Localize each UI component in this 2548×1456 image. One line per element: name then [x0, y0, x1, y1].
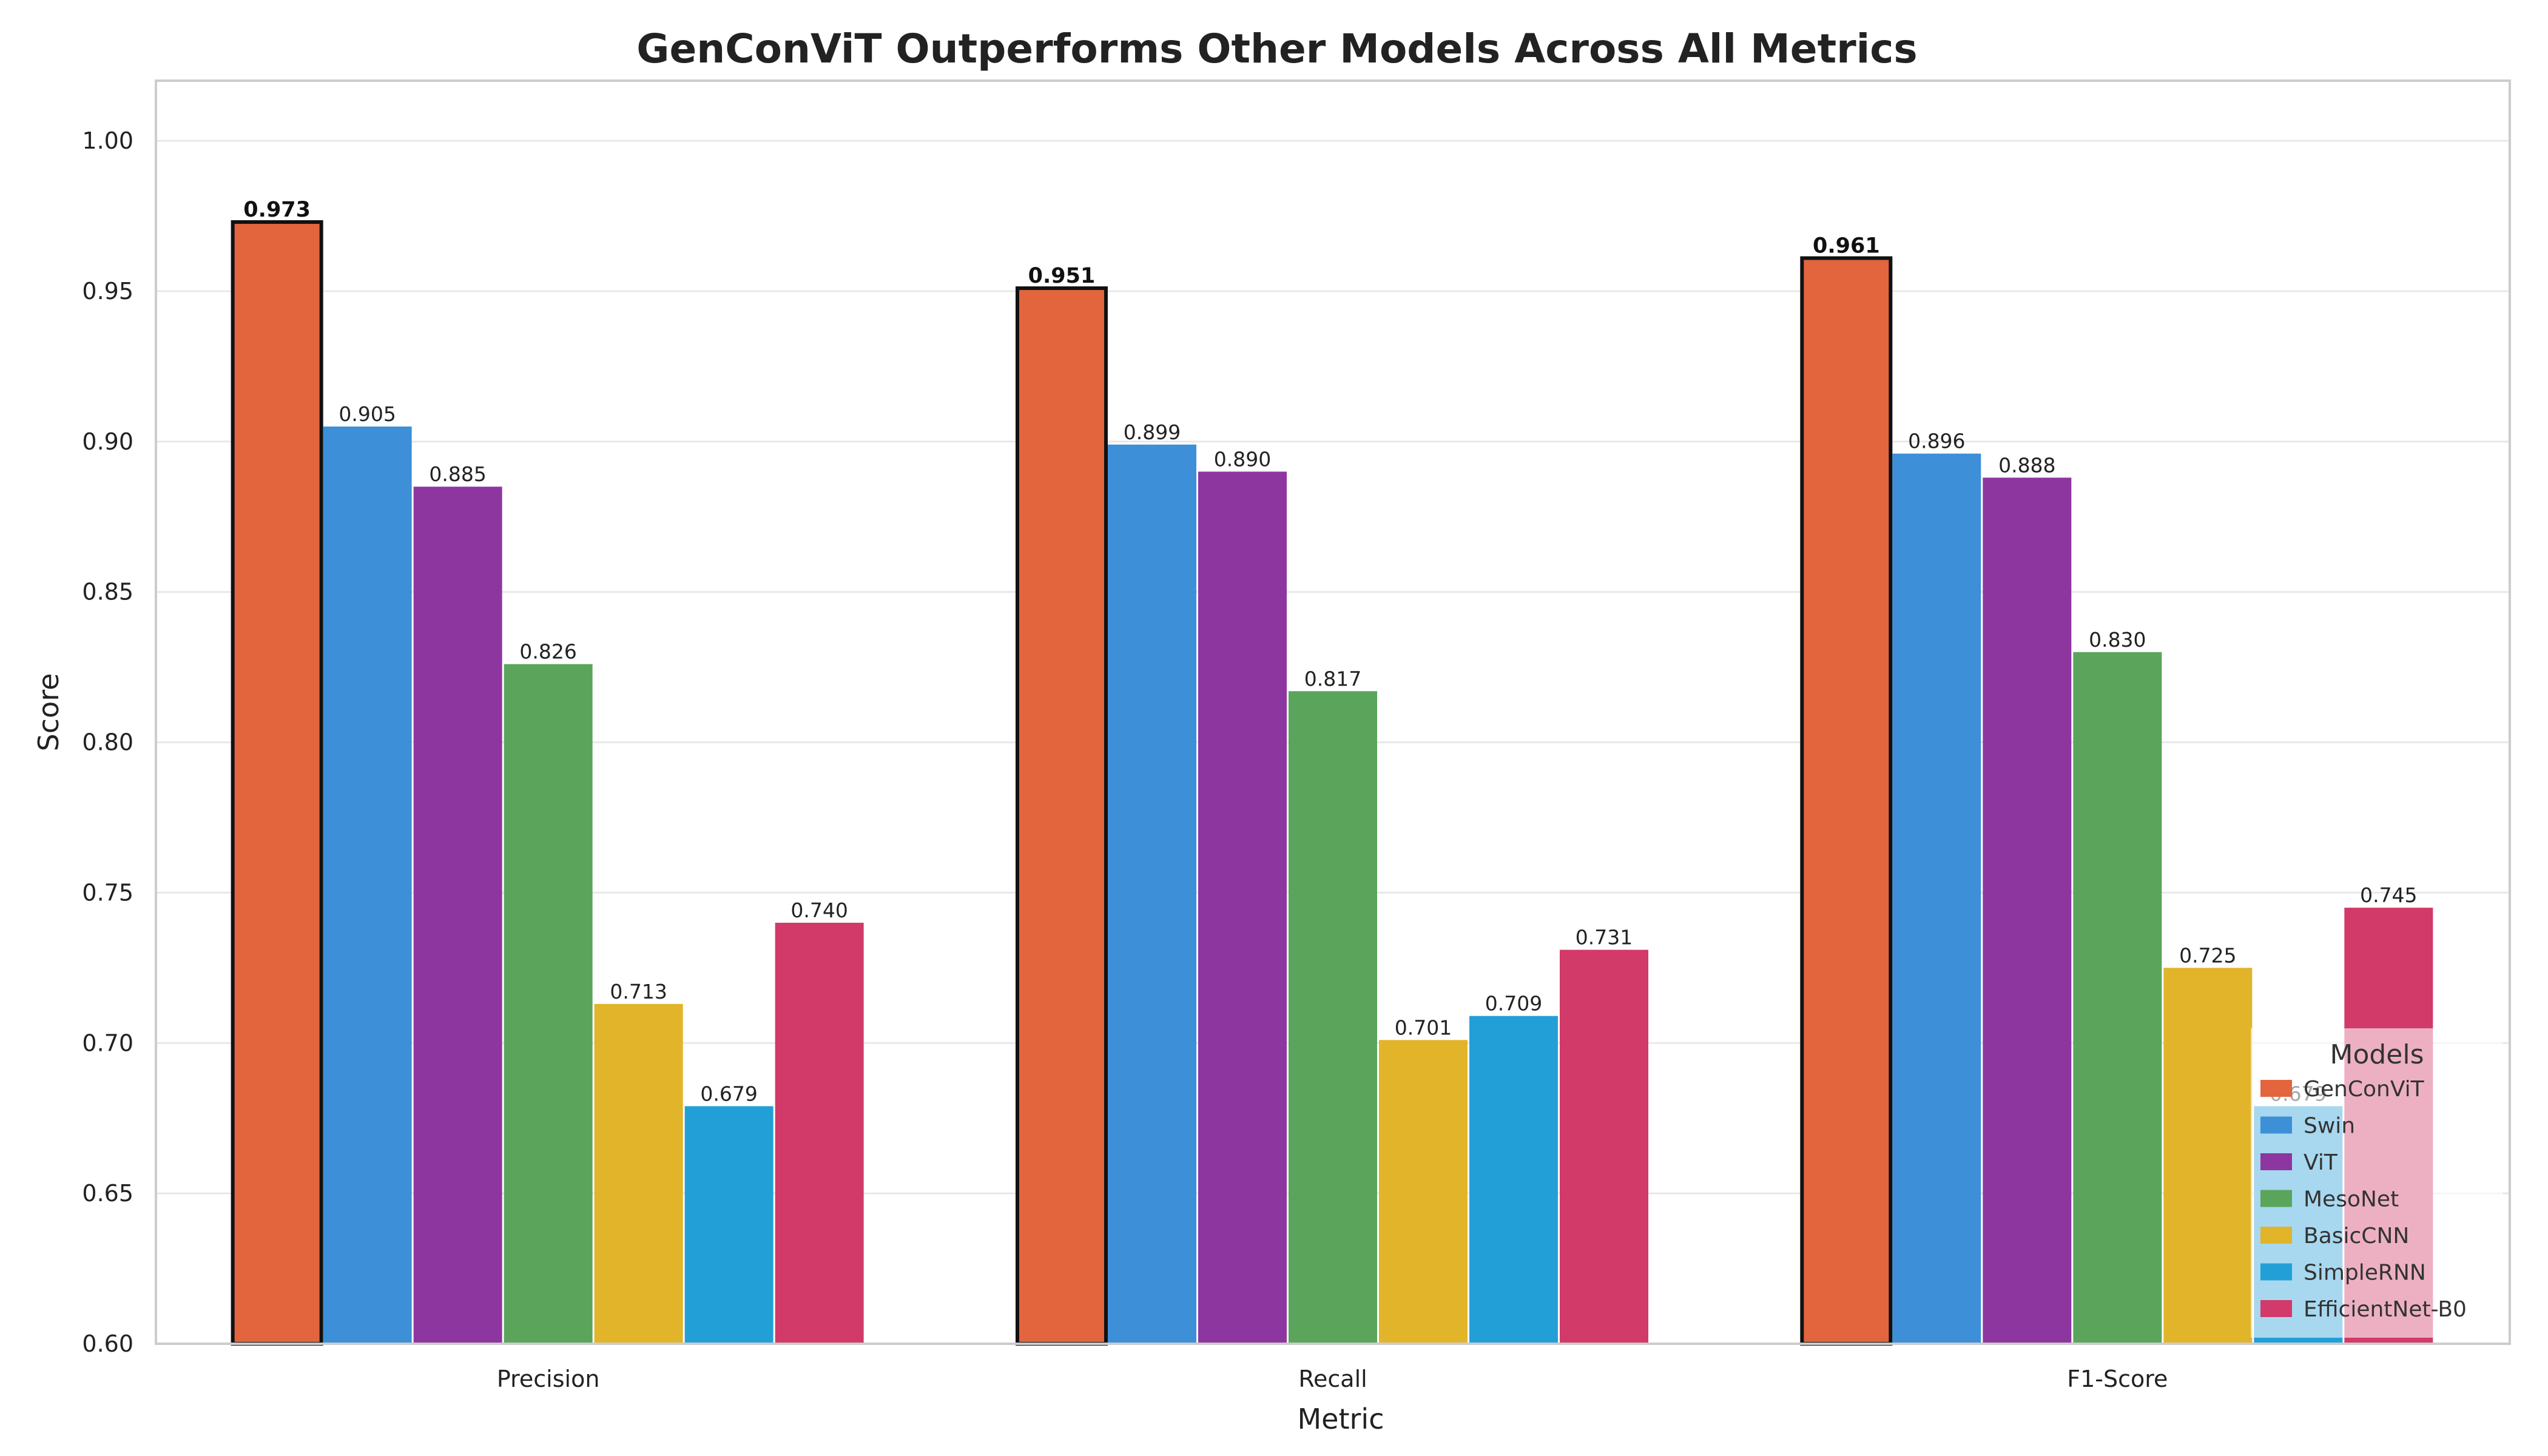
value-label: 0.817 — [1304, 667, 1361, 690]
legend-swatch — [2260, 1263, 2292, 1281]
bar — [594, 1003, 683, 1344]
bar — [1016, 286, 1108, 1346]
y-tick-label: 0.85 — [82, 579, 133, 605]
bar — [1983, 477, 2072, 1344]
value-label: 0.709 — [1485, 992, 1542, 1016]
bar — [684, 1106, 774, 1344]
legend-box — [2251, 1028, 2502, 1338]
legend-entry: GenConViT — [2304, 1077, 2425, 1102]
legend-swatch — [2260, 1153, 2292, 1170]
value-label: 0.679 — [700, 1082, 757, 1105]
legend: Models GenConViT Swin ViT MesoNet BasicCNN Si… — [2251, 1028, 2502, 1338]
bar — [323, 426, 412, 1344]
bar — [1469, 1016, 1558, 1344]
bar — [2073, 652, 2162, 1344]
bar — [1892, 453, 1981, 1344]
bar — [504, 664, 593, 1344]
bar — [775, 923, 864, 1344]
bar — [1108, 444, 1196, 1344]
value-label: 0.740 — [790, 898, 848, 922]
value-label: 0.826 — [519, 640, 576, 664]
value-label: 0.713 — [610, 980, 667, 1003]
value-label: 0.905 — [339, 402, 396, 426]
value-label: 0.896 — [1908, 430, 1965, 453]
bar — [1289, 691, 1377, 1344]
y-tick-label: 0.80 — [82, 729, 133, 756]
plot-frame — [155, 79, 2511, 1345]
legend-entry: BasicCNN — [2304, 1224, 2409, 1249]
value-label: 0.973 — [243, 198, 311, 222]
value-label: 0.830 — [2089, 628, 2146, 652]
value-label: 0.885 — [429, 462, 486, 486]
y-tick-label: 1.00 — [82, 127, 133, 154]
bar — [1800, 256, 1893, 1346]
y-tick-label: 0.95 — [82, 278, 133, 305]
value-label: 0.888 — [1998, 453, 2055, 477]
y-axis-label: Score — [32, 673, 65, 752]
value-label: 0.951 — [1028, 264, 1096, 288]
x-axis-label: Metric — [1297, 1403, 1384, 1435]
x-tick-label: Recall — [1298, 1366, 1367, 1392]
legend-swatch — [2260, 1300, 2292, 1317]
bar — [1198, 471, 1287, 1344]
bar — [2163, 968, 2253, 1344]
legend-entry: EfficientNet-B0 — [2304, 1297, 2467, 1322]
value-label: 0.731 — [1576, 926, 1633, 949]
y-tick-label: 0.70 — [82, 1030, 133, 1056]
value-label: 0.890 — [1214, 447, 1271, 471]
value-label: 0.745 — [2360, 883, 2417, 907]
legend-entry: Swin — [2304, 1114, 2355, 1139]
legend-entry: SimpleRNN — [2304, 1261, 2426, 1286]
value-label: 0.701 — [1395, 1016, 1452, 1039]
legend-entry: MesoNet — [2304, 1187, 2399, 1212]
y-tick-label: 0.75 — [82, 879, 133, 906]
legend-swatch — [2260, 1080, 2292, 1097]
bar — [1379, 1040, 1468, 1344]
value-label: 0.899 — [1124, 420, 1181, 444]
legend-entry: ViT — [2304, 1150, 2338, 1175]
legend-swatch — [2260, 1227, 2292, 1244]
y-tick-label: 0.90 — [82, 428, 133, 455]
y-axis-ticks: 0.60 0.65 0.70 0.75 0.80 0.85 0.90 0.95 1.00 — [82, 127, 133, 1357]
x-tick-label: F1-Score — [2067, 1366, 2168, 1392]
legend-swatch — [2260, 1190, 2292, 1207]
bar — [231, 220, 323, 1346]
value-label: 0.725 — [2179, 943, 2236, 967]
y-tick-label: 0.60 — [82, 1330, 133, 1357]
x-tick-label: Precision — [497, 1366, 600, 1392]
bar — [1560, 949, 1648, 1344]
y-tick-label: 0.65 — [82, 1180, 133, 1207]
x-axis-ticks: Precision Recall F1-Score — [497, 1366, 2168, 1392]
chart-title: GenConViT Outperforms Other Models Acros… — [636, 25, 1917, 72]
bar — [413, 487, 502, 1344]
value-label: 0.961 — [1813, 234, 1880, 258]
legend-title: Models — [2330, 1039, 2424, 1070]
legend-swatch — [2260, 1116, 2292, 1134]
